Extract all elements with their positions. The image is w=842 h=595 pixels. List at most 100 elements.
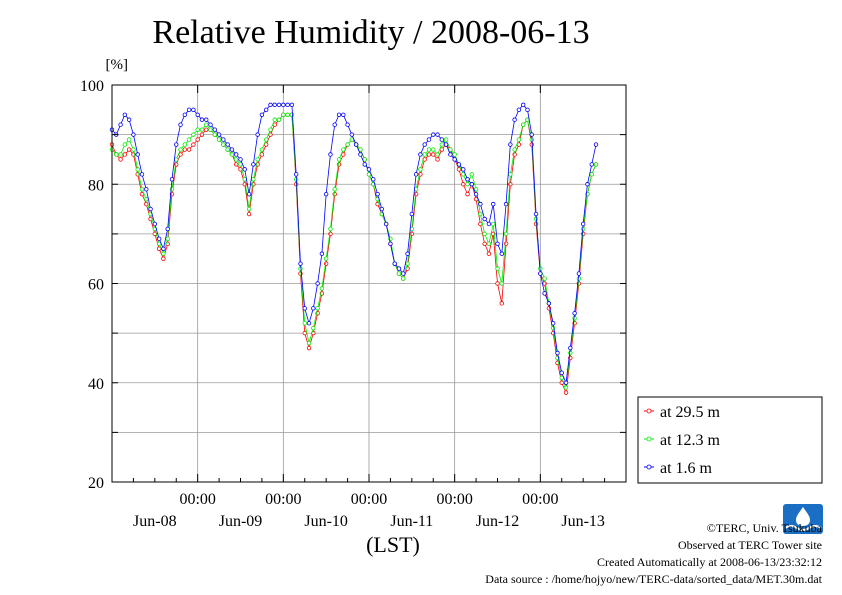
data-point [521, 102, 526, 108]
data-point [323, 256, 329, 261]
data-point [486, 251, 492, 256]
data-point [323, 191, 329, 197]
data-point [371, 177, 376, 182]
data-point [212, 127, 217, 132]
legend: at 29.5 m at 12.3 m at 1.6 m [637, 396, 823, 484]
data-point [426, 147, 432, 152]
data-point [272, 117, 277, 122]
data-point [126, 147, 132, 152]
data-point [469, 172, 474, 177]
data-point [550, 321, 556, 326]
data-point [435, 132, 440, 137]
y-tick-label: 80 [88, 177, 104, 194]
data-point [439, 142, 445, 147]
data-point [473, 191, 479, 197]
data-point [131, 147, 136, 152]
data-point [495, 281, 500, 286]
data-point [174, 157, 179, 162]
data-point [396, 266, 402, 271]
data-point [152, 221, 158, 227]
footer-site: Observed at TERC Tower site [677, 538, 822, 552]
data-point [225, 142, 230, 147]
data-point [461, 182, 466, 187]
data-point [486, 241, 492, 246]
data-point [199, 127, 205, 132]
x-day-label: Jun-12 [476, 513, 520, 530]
data-point [418, 152, 423, 157]
data-point [413, 172, 419, 177]
data-point [208, 127, 213, 132]
data-point [135, 152, 140, 157]
data-point [311, 325, 316, 331]
data-point [264, 107, 269, 113]
data-point [435, 152, 440, 157]
data-point [546, 301, 552, 306]
data-point [362, 162, 367, 167]
data-point [345, 122, 350, 127]
data-point [491, 221, 496, 227]
data-point [208, 122, 213, 127]
data-point [315, 281, 320, 286]
data-point [186, 137, 192, 142]
data-point [576, 271, 582, 276]
data-point [225, 147, 230, 152]
data-point [148, 206, 153, 212]
data-point [195, 127, 200, 132]
data-point [426, 137, 432, 142]
data-point [298, 261, 303, 266]
data-point [563, 390, 569, 395]
data-point [131, 132, 136, 137]
data-point [332, 122, 337, 127]
data-point [126, 137, 132, 142]
data-point [135, 167, 140, 172]
data-point [306, 345, 312, 351]
x-time-label: 00:00 [179, 491, 215, 508]
data-point [542, 291, 547, 296]
data-point [516, 137, 522, 142]
data-point [182, 147, 188, 152]
data-point [336, 112, 342, 117]
data-point [118, 157, 123, 162]
footer-created: Created Automatically at 2008-06-13/23:3… [597, 555, 822, 569]
data-point [572, 311, 577, 316]
legend-marker [646, 464, 652, 470]
data-point [161, 246, 166, 251]
data-point [272, 102, 277, 108]
data-point [349, 132, 355, 137]
data-point [431, 152, 436, 157]
series-line [111, 114, 597, 395]
data-point [302, 306, 307, 311]
data-point [118, 122, 123, 127]
data-point [495, 241, 500, 246]
data-point [293, 172, 299, 177]
data-point [182, 112, 188, 117]
data-point [126, 117, 132, 122]
data-point [465, 191, 470, 197]
data-point [422, 142, 427, 147]
wave-icon [784, 525, 822, 531]
data-point [191, 142, 196, 147]
data-point [268, 127, 273, 132]
data-point [182, 142, 188, 147]
x-time-label: 00:00 [351, 491, 387, 508]
data-point [486, 221, 492, 227]
terc-logo [783, 504, 823, 534]
data-point [508, 182, 513, 187]
data-point [161, 251, 166, 256]
legend-label: at 1.6 m [660, 460, 713, 477]
data-point [165, 236, 170, 242]
data-point [401, 276, 406, 281]
data-point [392, 261, 397, 266]
data-point [118, 152, 123, 157]
footer-source: Data source : /home/hojyo/new/TERC-data/… [485, 572, 822, 586]
data-point [281, 102, 286, 108]
data-point [204, 127, 209, 132]
grid-layer [112, 85, 626, 482]
data-point [452, 152, 457, 157]
data-point [418, 167, 423, 172]
data-point [285, 112, 290, 117]
data-point [178, 122, 183, 127]
data-point [289, 102, 295, 108]
data-point [448, 152, 453, 157]
data-point [332, 187, 337, 192]
